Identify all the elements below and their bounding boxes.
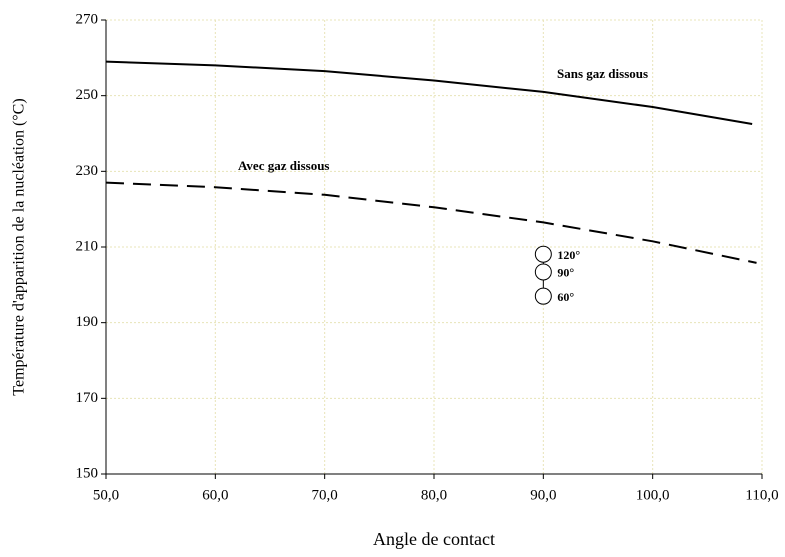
marker-label: 120° [557,248,580,262]
x-tick-label: 110,0 [745,487,778,503]
series-line [105,60,753,126]
y-tick-label: 170 [76,390,99,406]
marker-label: 90° [557,266,574,280]
x-tick-label: 80,0 [421,487,447,503]
y-tick-label: 270 [76,11,99,27]
y-axis-label: Température d'apparition de la nucléatio… [11,98,28,395]
y-tick-label: 210 [76,238,99,254]
marker [534,263,552,281]
y-tick-label: 190 [76,314,99,330]
x-tick-label: 90,0 [530,487,556,503]
marker [534,287,552,305]
y-tick-label: 150 [76,465,99,481]
y-tick-label: 230 [76,163,99,179]
x-tick-label: 60,0 [202,487,228,503]
series-line [105,181,757,264]
x-axis-label: Angle de contact [373,529,495,549]
series-label: Avec gaz dissous [238,158,329,173]
marker-label: 60° [557,290,574,304]
x-tick-label: 50,0 [93,487,119,503]
x-tick-label: 70,0 [312,487,338,503]
series-label: Sans gaz dissous [557,66,648,81]
marker [534,245,552,263]
y-tick-label: 250 [76,87,99,103]
x-tick-label: 100,0 [636,487,670,503]
